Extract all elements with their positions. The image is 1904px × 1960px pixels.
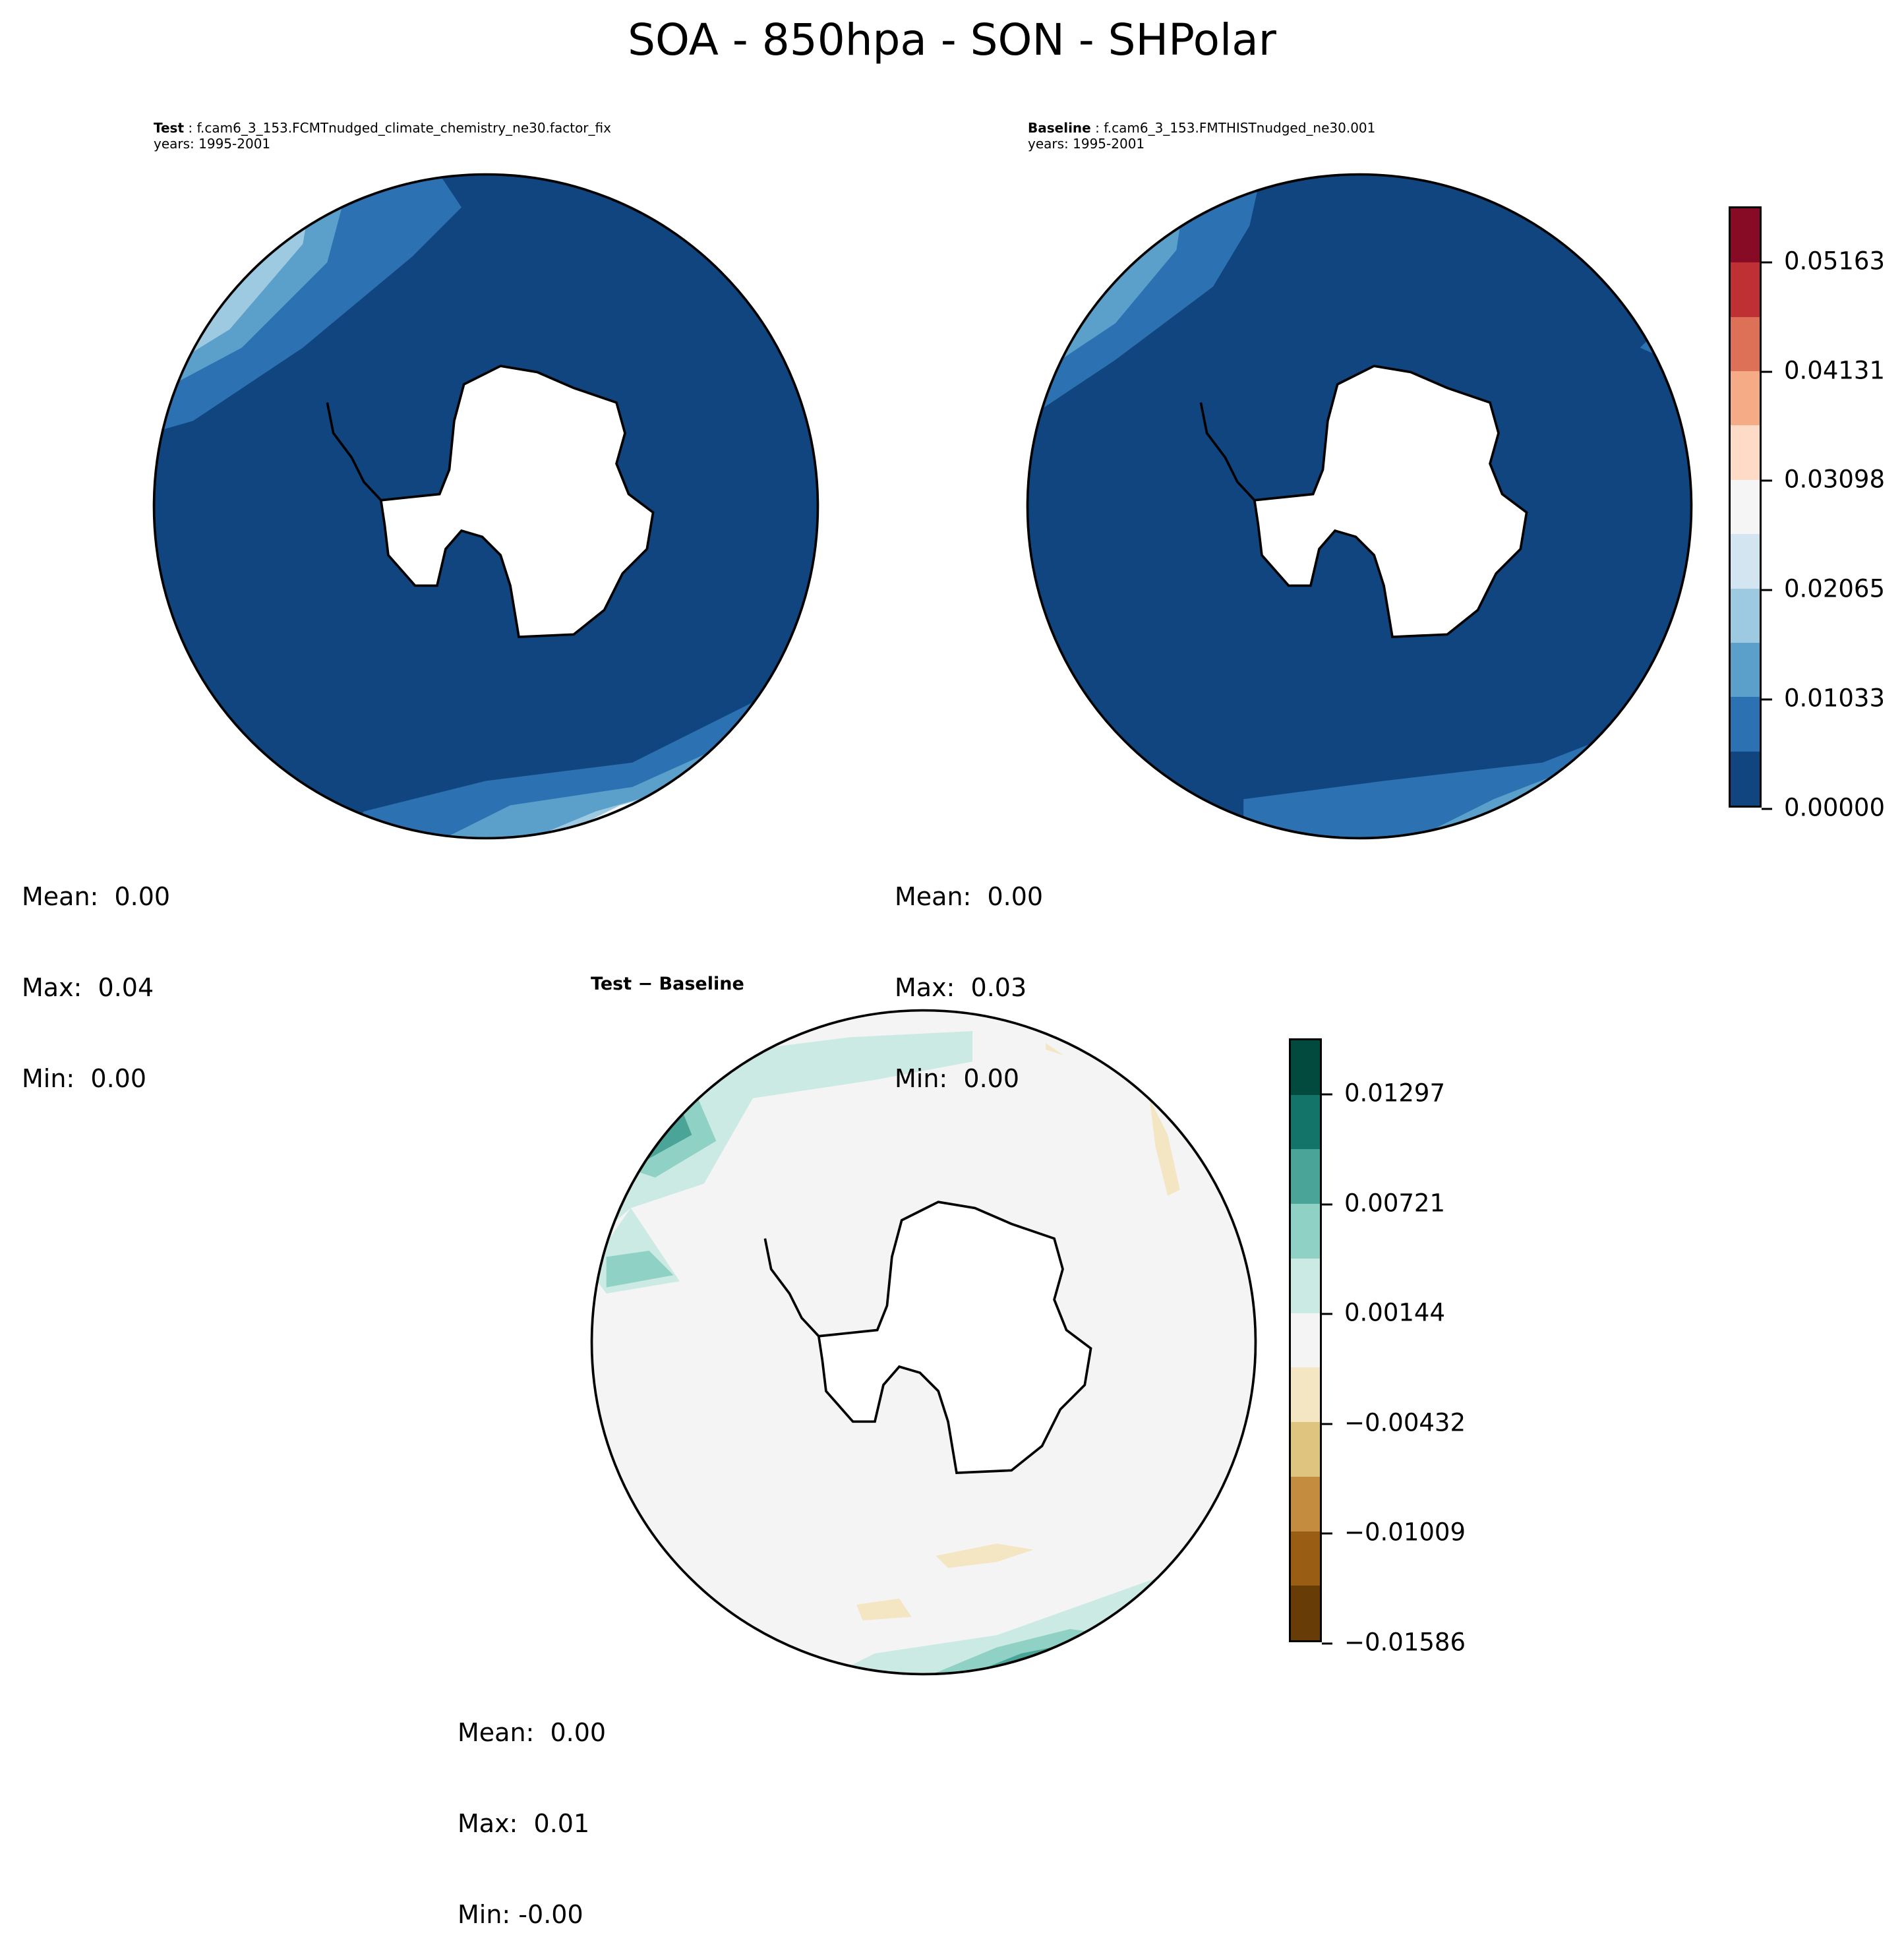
test-years: years: 1995-2001 xyxy=(154,136,271,152)
colorbar-diff xyxy=(1289,1038,1322,1642)
colorbar-band xyxy=(1731,751,1760,806)
colorbar-tick-label: −0.01009 xyxy=(1322,1518,1466,1547)
colorbar-tick-label: 0.01297 xyxy=(1322,1079,1445,1108)
colorbar-band xyxy=(1731,208,1760,263)
diff-title: Test − Baseline xyxy=(591,974,744,994)
colorbar-tick-label: 0.05163 xyxy=(1762,247,1885,275)
colorbar-band xyxy=(1731,697,1760,752)
colorbar-tick-label: 0.00000 xyxy=(1762,794,1885,822)
diff-map xyxy=(590,1009,1257,1676)
baseline-case: : f.cam6_3_153.FMTHISTnudged_ne30.001 xyxy=(1090,120,1376,136)
baseline-mean: Mean: 0.00 xyxy=(895,882,1044,911)
colorbar-main xyxy=(1729,206,1762,808)
colorbar-band xyxy=(1731,588,1760,643)
test-header: Test : f.cam6_3_153.FCMTnudged_climate_c… xyxy=(154,120,611,152)
antarctica-coastline xyxy=(1253,365,1528,638)
colorbar-tick-label: 0.01033 xyxy=(1762,684,1885,713)
colorbar-band xyxy=(1731,316,1760,372)
test-mean: Mean: 0.00 xyxy=(22,882,171,911)
baseline-header: Baseline : f.cam6_3_153.FMTHISTnudged_ne… xyxy=(1028,120,1375,152)
figure-title: SOA - 850hpa - SON - SHPolar xyxy=(628,15,1276,65)
colorbar-band xyxy=(1731,425,1760,480)
baseline-map xyxy=(1026,173,1693,840)
baseline-years: years: 1995-2001 xyxy=(1028,136,1145,152)
diff-max: Max: 0.01 xyxy=(458,1809,590,1838)
antarctica-coastline xyxy=(379,365,655,638)
test-stats: Mean: 0.00 Max: 0.04 Min: 0.00 xyxy=(22,821,170,1124)
test-min: Min: 0.00 xyxy=(22,1064,146,1093)
baseline-max: Max: 0.03 xyxy=(895,973,1027,1002)
diff-min: Min: -0.00 xyxy=(458,1900,583,1929)
colorbar-tick-label: 0.00144 xyxy=(1322,1299,1445,1327)
baseline-label: Baseline xyxy=(1028,120,1091,136)
colorbar-band xyxy=(1291,1476,1320,1531)
colorbar-band xyxy=(1291,1367,1320,1423)
colorbar-tick-label: −0.01586 xyxy=(1322,1628,1466,1657)
colorbar-band xyxy=(1291,1094,1320,1150)
colorbar-tick-label: −0.00432 xyxy=(1322,1408,1466,1437)
colorbar-band xyxy=(1731,534,1760,589)
peninsula-coastline xyxy=(1199,402,1256,502)
test-map xyxy=(152,173,819,840)
colorbar-band xyxy=(1731,479,1760,535)
test-case: : f.cam6_3_153.FCMTnudged_climate_chemis… xyxy=(184,120,611,136)
map-boundary xyxy=(590,1009,1257,1676)
colorbar-band xyxy=(1291,1204,1320,1259)
colorbar-band xyxy=(1291,1040,1320,1095)
contour-region xyxy=(1149,1098,1180,1196)
colorbar-tick-label: 0.04131 xyxy=(1762,356,1885,384)
baseline-min: Min: 0.00 xyxy=(895,1064,1019,1093)
colorbar-tick-label: 0.03098 xyxy=(1762,465,1885,494)
colorbar-band xyxy=(1291,1586,1320,1640)
diff-mean: Mean: 0.00 xyxy=(458,1718,607,1747)
baseline-stats: Mean: 0.00 Max: 0.03 Min: 0.00 xyxy=(895,821,1043,1124)
map-boundary xyxy=(1026,173,1693,840)
colorbar-tick-label: 0.00721 xyxy=(1322,1189,1445,1217)
colorbar-band xyxy=(1731,371,1760,426)
contour-region xyxy=(1518,805,1604,839)
peninsula-coastline xyxy=(763,1238,820,1338)
antarctica-coastline xyxy=(817,1201,1092,1474)
colorbar-tick-label: 0.02065 xyxy=(1762,575,1885,603)
colorbar-band xyxy=(1731,642,1760,698)
colorbar-band xyxy=(1291,1531,1320,1586)
test-label: Test xyxy=(154,120,185,136)
contour-region xyxy=(936,1543,1034,1568)
map-boundary xyxy=(152,173,819,840)
colorbar-band xyxy=(1291,1313,1320,1368)
colorbar-band xyxy=(1291,1422,1320,1477)
colorbar-band xyxy=(1731,262,1760,317)
peninsula-coastline xyxy=(326,402,382,502)
colorbar-band xyxy=(1291,1149,1320,1204)
test-max: Max: 0.04 xyxy=(22,973,154,1002)
diff-stats: Mean: 0.00 Max: 0.01 Min: -0.00 xyxy=(458,1657,606,1960)
colorbar-band xyxy=(1291,1258,1320,1313)
contour-region xyxy=(856,1598,912,1621)
contour-region xyxy=(606,1251,674,1288)
